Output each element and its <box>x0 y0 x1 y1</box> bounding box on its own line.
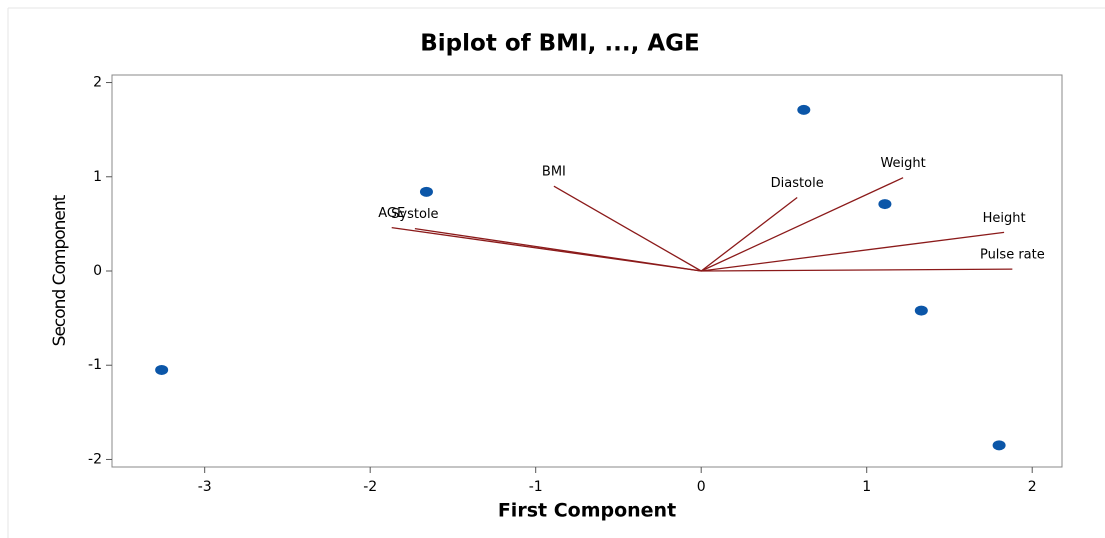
vector-label: AGE <box>378 206 405 221</box>
loading-vector <box>701 268 1013 272</box>
y-tick-label: -1 <box>88 357 102 373</box>
vector-label: Pulse rate <box>980 248 1045 263</box>
vector-label: Diastole <box>771 176 824 191</box>
point <box>419 186 433 197</box>
y-tick-label: 0 <box>93 263 102 279</box>
y-tick-label: -2 <box>88 451 102 467</box>
point <box>992 440 1006 451</box>
x-tick-label: -3 <box>198 479 212 495</box>
loading-vector <box>700 177 904 272</box>
vector-label: Systole <box>391 207 438 222</box>
x-tick-label: -1 <box>529 479 543 495</box>
x-tick-label: 2 <box>1028 479 1037 495</box>
loading-vector <box>700 196 798 272</box>
point <box>914 305 928 316</box>
y-tick-label: 1 <box>93 169 102 185</box>
loading-vector <box>553 185 702 272</box>
x-tick-label: -2 <box>363 479 377 495</box>
loading-vector <box>701 231 1005 272</box>
point <box>878 199 892 210</box>
x-axis-label: First Component <box>498 500 676 522</box>
vector-label: Weight <box>880 156 925 171</box>
point <box>155 364 169 375</box>
y-axis-label: Second Component <box>50 194 70 346</box>
loading-vector <box>414 227 702 272</box>
vector-label: Height <box>983 211 1026 226</box>
x-tick-label: 0 <box>697 479 706 495</box>
vector-label: BMI <box>542 165 566 180</box>
x-tick-label: 1 <box>862 479 871 495</box>
chart-title: Biplot of BMI, ..., AGE <box>420 31 699 57</box>
plot-frame <box>111 74 1063 468</box>
point <box>797 104 811 115</box>
y-tick-label: 2 <box>93 75 102 91</box>
